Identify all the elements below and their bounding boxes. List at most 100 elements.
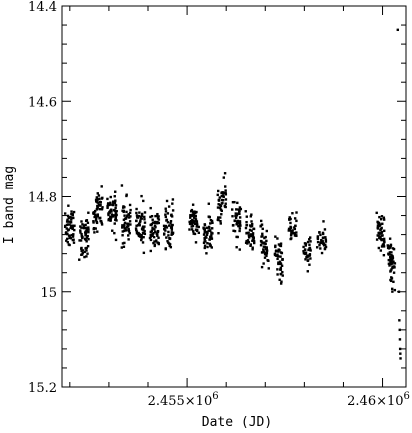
data-point	[288, 216, 291, 219]
data-point	[380, 226, 383, 230]
data-point	[222, 176, 226, 179]
data-point	[304, 251, 308, 254]
data-point	[235, 208, 238, 211]
data-point	[87, 226, 90, 229]
data-point	[252, 227, 255, 230]
data-point	[122, 210, 125, 214]
data-point	[216, 218, 220, 221]
data-point	[281, 257, 284, 261]
data-point	[106, 202, 110, 205]
data-point	[192, 216, 196, 219]
data-point	[83, 255, 86, 259]
y-axis-ticks: 14.4 14.6 14.8 15 15.2	[28, 0, 406, 396]
data-point	[81, 251, 84, 255]
data-point	[309, 240, 312, 243]
data-point	[399, 357, 402, 360]
data-point	[276, 237, 279, 240]
data-point	[319, 247, 322, 250]
data-point	[204, 240, 207, 243]
data-point	[135, 214, 139, 217]
data-point	[125, 193, 128, 196]
data-point	[66, 218, 69, 222]
data-point	[123, 205, 126, 209]
data-point	[191, 210, 195, 214]
data-point	[251, 248, 254, 251]
data-point	[324, 236, 327, 239]
data-point	[120, 246, 124, 249]
data-point	[211, 221, 214, 225]
data-point	[65, 223, 69, 227]
data-point	[398, 338, 402, 341]
data-point	[81, 223, 84, 226]
data-point	[168, 244, 171, 248]
data-point	[207, 202, 211, 205]
data-point	[234, 216, 238, 220]
data-point	[277, 262, 280, 266]
data-point	[96, 206, 99, 209]
data-point	[305, 256, 308, 259]
data-point	[127, 222, 130, 226]
data-point	[321, 240, 324, 243]
data-point	[234, 219, 237, 223]
data-point	[96, 198, 99, 201]
data-point	[217, 216, 220, 219]
data-point	[192, 212, 195, 215]
data-point	[149, 230, 152, 234]
data-point	[295, 234, 298, 238]
data-point	[391, 266, 394, 270]
data-point	[109, 195, 112, 199]
data-point	[210, 234, 213, 237]
data-point	[164, 207, 167, 210]
data-point	[81, 236, 84, 240]
data-point	[252, 239, 256, 243]
data-point	[277, 255, 280, 258]
data-point	[259, 219, 263, 223]
data-point	[265, 247, 268, 251]
data-point	[303, 242, 307, 245]
data-point	[82, 224, 86, 227]
data-point	[140, 238, 143, 242]
data-point	[138, 235, 142, 238]
data-point	[138, 220, 142, 224]
data-point	[169, 245, 173, 249]
data-point	[85, 246, 88, 250]
y-tick-label: 15.2	[28, 381, 57, 396]
data-point	[197, 225, 200, 229]
data-point	[167, 205, 171, 208]
data-point	[154, 214, 157, 218]
data-point	[224, 191, 227, 195]
data-point	[259, 244, 263, 247]
data-point	[122, 229, 126, 233]
data-point	[389, 262, 392, 266]
data-point	[153, 244, 156, 248]
data-point	[398, 347, 402, 351]
data-point	[293, 227, 297, 231]
data-point	[128, 220, 132, 223]
data-point	[107, 212, 110, 215]
data-point	[83, 237, 87, 241]
data-point	[231, 224, 235, 227]
data-point	[216, 206, 220, 209]
data-point	[279, 255, 282, 258]
data-point	[166, 221, 170, 224]
data-point	[204, 235, 207, 238]
data-point	[148, 236, 152, 240]
data-point	[320, 251, 324, 255]
data-point	[156, 217, 160, 220]
data-point	[281, 274, 284, 277]
data-point	[190, 225, 193, 228]
data-point	[209, 235, 212, 238]
data-point	[221, 201, 224, 205]
data-point	[151, 226, 154, 229]
data-point	[113, 231, 116, 235]
data-point	[322, 220, 325, 223]
data-point	[66, 223, 70, 226]
data-point	[120, 184, 124, 187]
data-point	[232, 229, 235, 232]
data-point	[113, 195, 116, 198]
data-point	[156, 220, 159, 224]
data-point	[164, 247, 167, 251]
data-point	[65, 220, 69, 223]
data-point	[135, 211, 138, 215]
data-point	[220, 194, 223, 198]
